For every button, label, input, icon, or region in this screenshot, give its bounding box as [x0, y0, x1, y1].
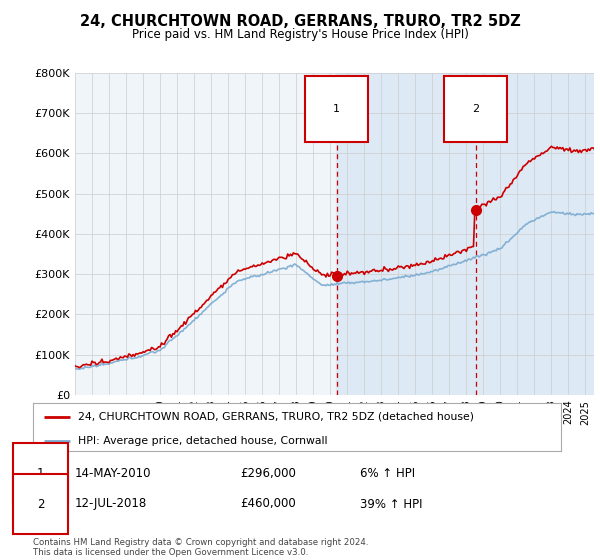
- Text: 14-MAY-2010: 14-MAY-2010: [75, 466, 151, 480]
- Text: 39% ↑ HPI: 39% ↑ HPI: [360, 497, 422, 511]
- Text: £460,000: £460,000: [240, 497, 296, 511]
- Bar: [475, 73, 600, 395]
- Text: 1: 1: [37, 466, 44, 480]
- Text: 6% ↑ HPI: 6% ↑ HPI: [360, 466, 415, 480]
- Text: 12-JUL-2018: 12-JUL-2018: [75, 497, 147, 511]
- Text: 2: 2: [472, 104, 479, 114]
- Text: Price paid vs. HM Land Registry's House Price Index (HPI): Price paid vs. HM Land Registry's House …: [131, 28, 469, 41]
- Text: 24, CHURCHTOWN ROAD, GERRANS, TRURO, TR2 5DZ: 24, CHURCHTOWN ROAD, GERRANS, TRURO, TR2…: [80, 14, 520, 29]
- Text: 1: 1: [333, 104, 340, 114]
- Text: 2: 2: [37, 497, 44, 511]
- Text: 24, CHURCHTOWN ROAD, GERRANS, TRURO, TR2 5DZ (detached house): 24, CHURCHTOWN ROAD, GERRANS, TRURO, TR2…: [78, 412, 474, 422]
- Bar: [336, 73, 475, 395]
- Text: £296,000: £296,000: [240, 466, 296, 480]
- Text: Contains HM Land Registry data © Crown copyright and database right 2024.
This d: Contains HM Land Registry data © Crown c…: [33, 538, 368, 557]
- Text: HPI: Average price, detached house, Cornwall: HPI: Average price, detached house, Corn…: [78, 436, 328, 446]
